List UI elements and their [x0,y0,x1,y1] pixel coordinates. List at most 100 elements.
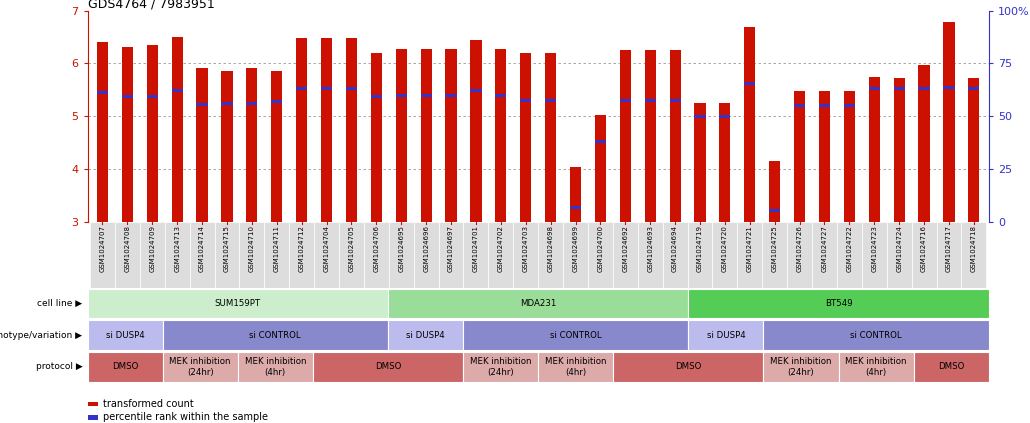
Bar [471,90,482,92]
Bar [313,352,464,382]
Bar [420,49,432,222]
Bar [694,103,706,222]
Text: GSM1024712: GSM1024712 [299,225,305,272]
Bar [645,50,656,222]
Bar [670,50,681,222]
Bar [246,102,258,104]
Text: GSM1024693: GSM1024693 [647,225,653,272]
Text: GSM1024710: GSM1024710 [249,225,254,272]
Bar [414,222,439,288]
Text: GSM1024719: GSM1024719 [697,225,703,272]
Bar [769,209,781,212]
Text: DMSO: DMSO [938,363,964,371]
Bar [912,222,936,288]
Text: GSM1024709: GSM1024709 [149,225,156,272]
Text: GSM1024698: GSM1024698 [548,225,553,272]
Bar [163,320,388,350]
Text: GSM1024718: GSM1024718 [971,225,976,272]
Bar [420,94,432,96]
Text: si CONTROL: si CONTROL [550,331,602,340]
Text: GSM1024714: GSM1024714 [199,225,205,272]
Bar [838,352,914,382]
Bar [88,288,388,319]
Text: GSM1024723: GSM1024723 [871,225,878,272]
Text: si DUSP4: si DUSP4 [106,331,144,340]
Text: MEK inhibition
(4hr): MEK inhibition (4hr) [846,357,906,376]
Bar [488,222,513,288]
Bar [763,320,989,350]
Text: GSM1024705: GSM1024705 [348,225,354,272]
Bar [894,88,904,90]
Bar [115,222,140,288]
Bar [122,47,133,222]
Bar [563,222,588,288]
Text: GSM1024724: GSM1024724 [896,225,902,272]
Bar [97,42,108,222]
Bar [471,40,482,222]
Bar [163,352,238,382]
Bar [172,37,182,222]
Text: GSM1024720: GSM1024720 [722,225,728,272]
Text: cell line ▶: cell line ▶ [37,299,82,308]
Text: GSM1024713: GSM1024713 [174,225,180,272]
Bar [346,88,357,90]
Bar [464,320,688,350]
Text: si DUSP4: si DUSP4 [406,331,445,340]
Bar [265,222,289,288]
Bar [388,320,464,350]
Bar [844,104,855,107]
Text: transformed count: transformed count [103,398,194,409]
Bar [570,206,581,209]
Text: GSM1024725: GSM1024725 [771,225,778,272]
Bar [346,38,357,222]
Bar [862,222,887,288]
Text: GSM1024717: GSM1024717 [946,225,952,272]
Text: GSM1024721: GSM1024721 [747,225,753,272]
Bar [961,222,987,288]
Bar [919,65,930,222]
Bar [221,71,233,222]
Bar [146,95,158,98]
Bar [339,222,364,288]
Bar [321,88,332,90]
Text: GSM1024704: GSM1024704 [323,225,330,272]
Bar [364,222,388,288]
Bar [762,222,787,288]
Bar [943,22,955,222]
Bar [794,91,805,222]
Text: GSM1024694: GSM1024694 [673,225,678,272]
Bar [221,102,233,104]
Text: protocol ▶: protocol ▶ [36,363,82,371]
Bar [914,352,989,382]
Bar [737,222,762,288]
Bar [388,288,688,319]
Text: GSM1024696: GSM1024696 [423,225,430,272]
Bar [688,222,713,288]
Bar [688,320,763,350]
Bar [968,78,980,222]
Bar [812,222,837,288]
Bar [239,222,265,288]
Text: GSM1024699: GSM1024699 [573,225,579,272]
Bar [538,222,563,288]
Text: MEK inhibition
(4hr): MEK inhibition (4hr) [244,357,306,376]
Bar [719,115,730,118]
Bar [844,91,855,222]
Bar [719,103,730,222]
Text: GSM1024706: GSM1024706 [373,225,379,272]
Bar [445,49,456,222]
Text: GSM1024716: GSM1024716 [921,225,927,272]
Bar [545,99,556,102]
Bar [545,53,556,222]
Bar [371,53,382,222]
Bar [464,352,538,382]
Text: MEK inhibition
(24hr): MEK inhibition (24hr) [170,357,231,376]
Text: DMSO: DMSO [112,363,138,371]
Bar [868,77,880,222]
Bar [321,38,332,222]
Bar [214,222,239,288]
Bar [314,222,339,288]
Text: GSM1024715: GSM1024715 [224,225,230,272]
Bar [371,95,382,98]
Bar [894,78,904,222]
